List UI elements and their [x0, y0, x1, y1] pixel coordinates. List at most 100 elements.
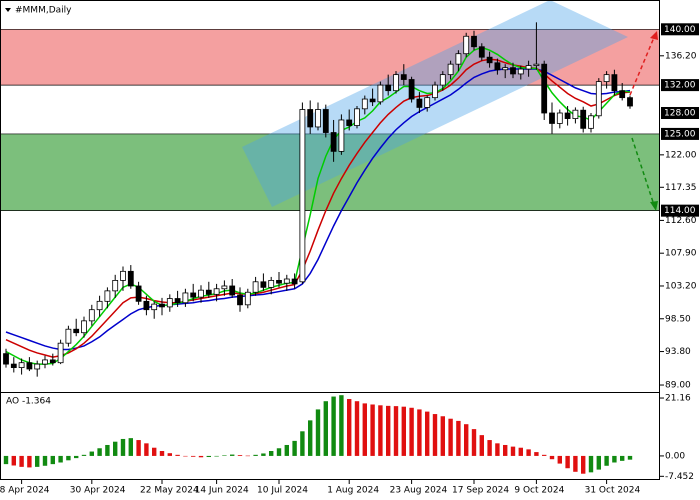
- ao-bar: [456, 420, 461, 456]
- candle-body: [315, 109, 321, 128]
- level-box: [661, 127, 699, 140]
- candle-body: [96, 300, 103, 311]
- ao-bar: [74, 455, 79, 459]
- ao-bar: [464, 424, 469, 456]
- candle-body: [252, 281, 259, 293]
- y-tick-label: 117.35: [665, 183, 697, 193]
- candle-body: [244, 291, 251, 306]
- x-tick-label: 10 Jul 2024: [257, 486, 308, 496]
- ao-bar: [425, 411, 430, 456]
- level-label: 114.00: [664, 206, 696, 216]
- ao-bar: [269, 451, 274, 456]
- ao-bar: [393, 406, 399, 456]
- level-box: [661, 23, 699, 36]
- candle-body: [595, 81, 602, 117]
- x-tick-label: 8 Apr 2024: [0, 486, 50, 496]
- ao-bar: [479, 435, 484, 456]
- candle-body: [627, 97, 633, 107]
- y-tick-label: 112.60: [665, 216, 697, 226]
- candle-body: [510, 67, 516, 75]
- candle-body: [471, 35, 477, 48]
- candle-body: [135, 285, 142, 302]
- candle-body: [564, 112, 571, 119]
- ao-bar: [308, 420, 313, 456]
- candle-body: [260, 281, 267, 288]
- ao-bar: [347, 399, 352, 456]
- down-arrow: [631, 137, 655, 206]
- candle-body: [3, 353, 9, 365]
- ao-bar: [495, 443, 500, 456]
- y-tick-label: 21.16: [665, 394, 691, 404]
- candle-body: [42, 359, 48, 365]
- ao-bar: [120, 438, 126, 456]
- zone: [0, 29, 660, 86]
- y-tick-label: 103.20: [665, 281, 697, 291]
- ao-bar: [510, 446, 516, 456]
- ao-bar: [128, 438, 133, 456]
- candle-body: [283, 278, 290, 284]
- candle-body: [198, 289, 204, 298]
- ao-bar: [198, 455, 204, 458]
- ao-bar: [35, 455, 40, 467]
- ao-bar: [581, 455, 586, 474]
- ao-bar: [214, 455, 219, 457]
- candle-body: [603, 74, 610, 83]
- ao-bar: [542, 454, 547, 456]
- ao-bar: [284, 444, 289, 456]
- candle-body: [463, 35, 470, 55]
- ao-bar: [534, 452, 539, 456]
- y-tick-label: -7.452: [665, 472, 694, 482]
- candle-body: [127, 270, 134, 287]
- candle-body: [49, 359, 56, 364]
- x-tick-label: 9 Oct 2024: [514, 486, 564, 496]
- candle-body: [299, 109, 306, 283]
- ao-bar: [323, 401, 328, 456]
- frame: [0, 0, 660, 480]
- ao-bar: [113, 441, 118, 456]
- ao-bar: [518, 447, 523, 456]
- ao-bar: [503, 444, 508, 456]
- candle-body: [541, 63, 548, 114]
- x-tick-label: 23 Aug 2024: [390, 486, 448, 496]
- candle-body: [502, 67, 509, 71]
- level-box: [661, 106, 699, 119]
- ao-bar: [620, 455, 625, 461]
- y-tick-label: 136.20: [665, 51, 697, 61]
- ao-bar: [354, 401, 360, 456]
- candle-body: [190, 292, 197, 298]
- ao-bar: [409, 407, 414, 456]
- candle-body: [213, 288, 220, 295]
- y-tick-label: 0.00: [665, 451, 685, 461]
- candle-body: [619, 90, 626, 99]
- ao-bar: [448, 418, 453, 456]
- candle-body: [229, 285, 236, 296]
- ao-bar: [401, 406, 406, 456]
- candle-body: [354, 108, 360, 126]
- candle-body: [525, 65, 532, 70]
- ao-bar: [183, 455, 188, 457]
- ao-bar: [245, 455, 250, 457]
- ao-bar: [159, 451, 165, 456]
- candle-body: [369, 98, 376, 103]
- ao-bar: [253, 454, 258, 456]
- x-tick-label: 1 Aug 2024: [327, 486, 379, 496]
- menu-icon[interactable]: [5, 8, 11, 12]
- candle-body: [88, 309, 95, 322]
- candle-body: [580, 109, 587, 129]
- level-label: 125.00: [664, 129, 696, 139]
- candle-body: [400, 74, 407, 80]
- y-tick-label: 122.00: [665, 150, 697, 160]
- x-tick-label: 30 Apr 2024: [70, 486, 126, 496]
- ao-bar: [300, 431, 305, 456]
- x-tick-label: 17 Sep 2024: [452, 486, 509, 496]
- ao-bar: [604, 455, 609, 466]
- candle-body: [556, 112, 563, 124]
- ao-bar: [565, 455, 570, 469]
- chart-title: #MMM,Daily: [15, 6, 72, 16]
- candle-body: [588, 115, 594, 129]
- ao-bar: [331, 396, 336, 456]
- candle-body: [205, 289, 212, 295]
- ao-bar: [11, 455, 16, 466]
- candle-body: [447, 63, 454, 76]
